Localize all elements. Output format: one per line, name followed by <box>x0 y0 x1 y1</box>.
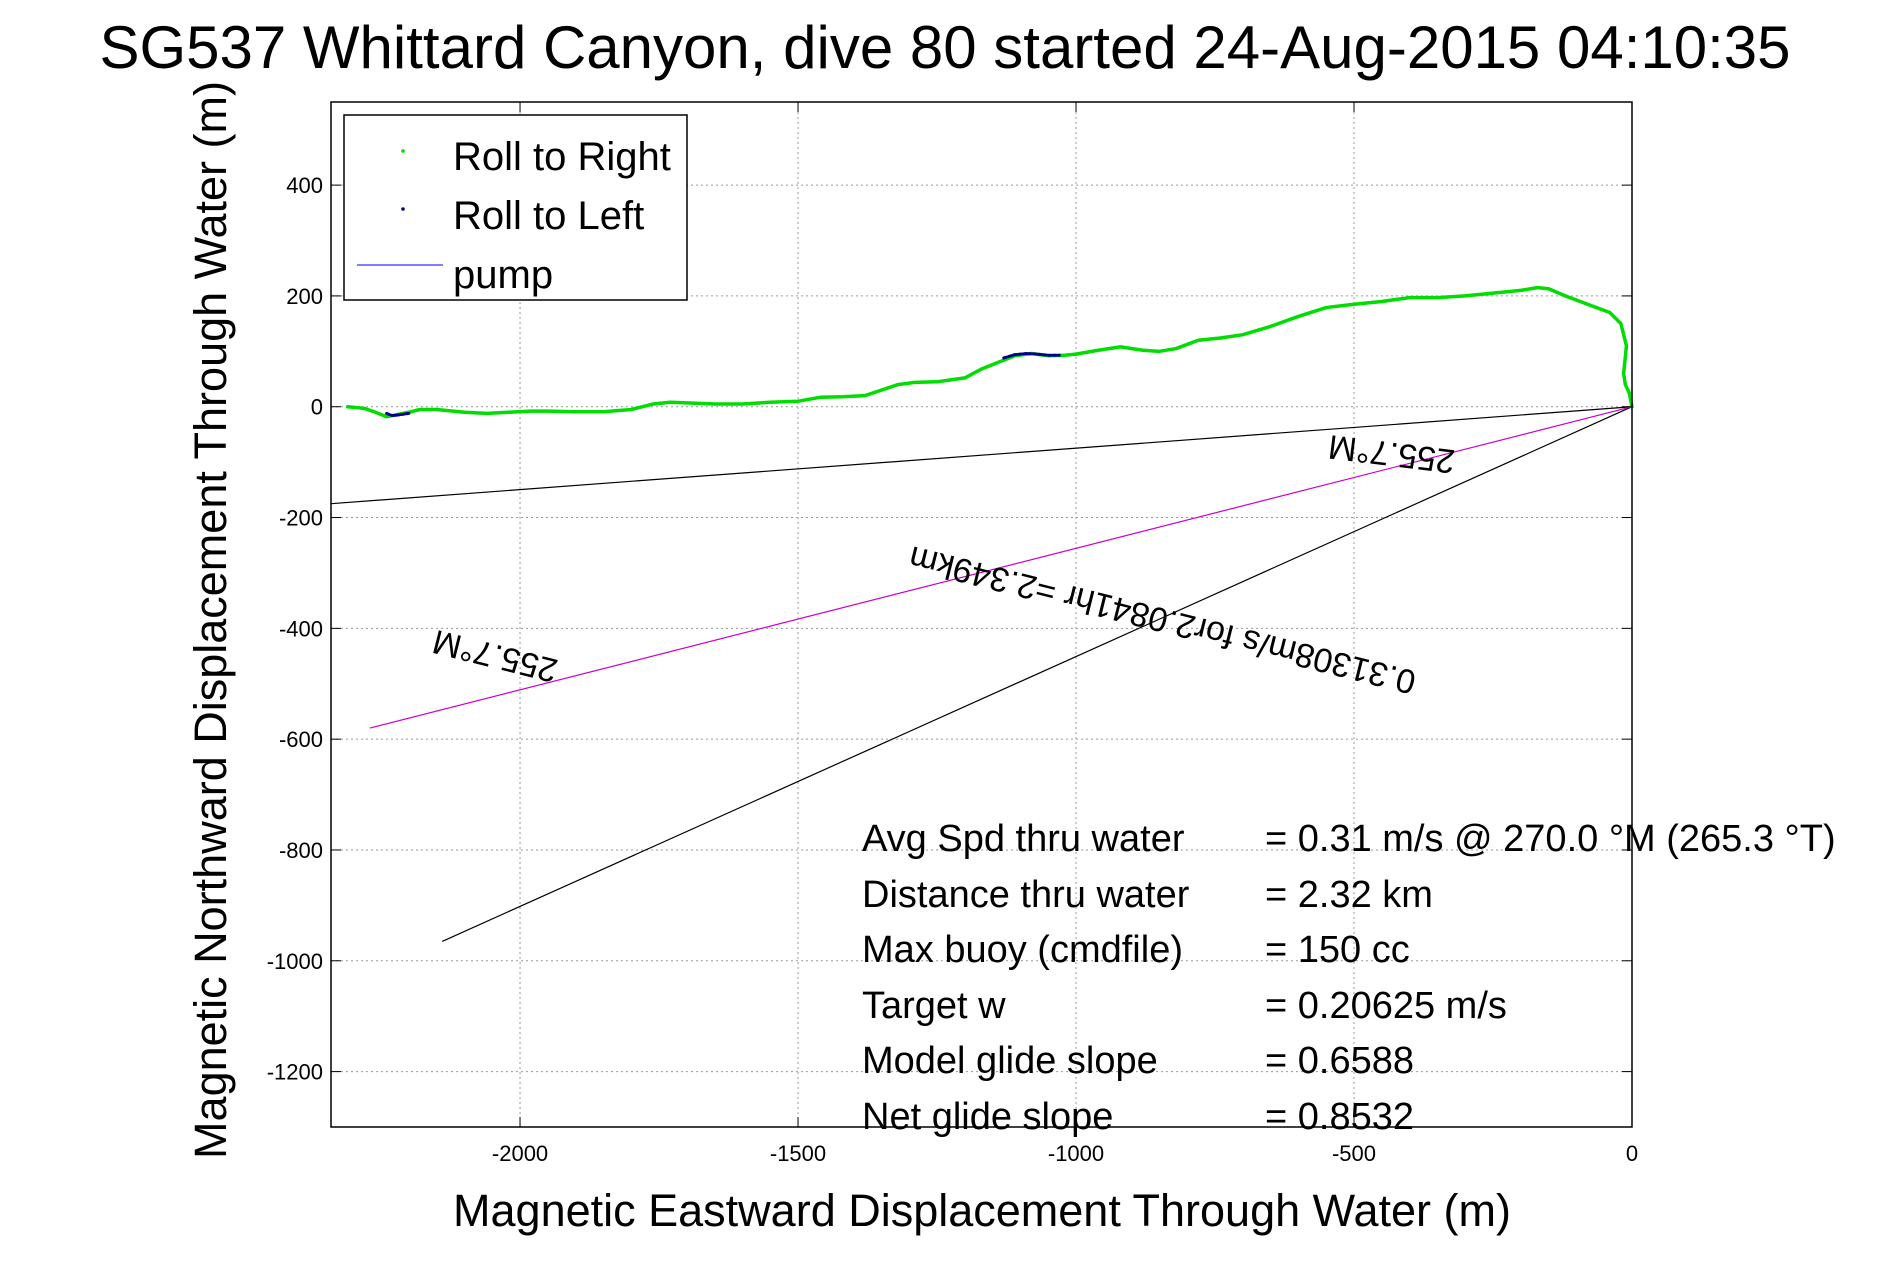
reference-line-1 <box>330 406 1633 505</box>
stat-label: Avg Spd thru water <box>862 818 1185 860</box>
legend-box <box>343 114 688 301</box>
x-axis-label: Magnetic Eastward Displacement Through W… <box>453 1185 1511 1236</box>
reference-lines <box>330 406 1633 942</box>
series-group <box>345 285 1634 419</box>
x-tick-label: -1000 <box>1048 1141 1104 1166</box>
heading-line <box>369 406 1633 729</box>
y-tick-label: -800 <box>279 838 323 863</box>
legend-label-pump: pump <box>453 253 553 297</box>
stat-label: Max buoy (cmdfile) <box>862 929 1183 971</box>
y-tick-label: -600 <box>279 727 323 752</box>
legend-marker-roll-left <box>401 207 405 211</box>
x-tick-label: -1500 <box>770 1141 826 1166</box>
x-ticks: -2000 -1500 -1000 -500 0 <box>492 102 1638 1166</box>
series-roll-left <box>1002 352 1061 360</box>
stat-label: Net glide slope <box>862 1096 1113 1138</box>
stat-value: = 150 cc <box>1265 929 1410 971</box>
y-axis-label: Magnetic Northward Displacement Through … <box>185 81 236 1159</box>
x-tick-label: -2000 <box>492 1141 548 1166</box>
x-tick-label: 0 <box>1626 1141 1638 1166</box>
y-tick-label: 400 <box>286 173 323 198</box>
stat-label: Model glide slope <box>862 1040 1158 1082</box>
stat-value: = 0.6588 <box>1265 1040 1414 1082</box>
y-tick-label: 200 <box>286 284 323 309</box>
stat-value: = 2.32 km <box>1265 874 1433 916</box>
stat-label: Distance thru water <box>862 874 1190 916</box>
y-tick-label: -1200 <box>267 1060 323 1085</box>
stat-value: = 0.20625 m/s <box>1265 985 1507 1027</box>
reference-line-2 <box>441 406 1633 942</box>
stat-value: = 0.8532 <box>1265 1096 1414 1138</box>
series-roll-left <box>385 411 411 418</box>
stats-block: Avg Spd thru water = 0.31 m/s @ 270.0 °M … <box>862 818 1836 1138</box>
y-tick-label: -200 <box>279 506 323 531</box>
chart-title: SG537 Whittard Canyon, dive 80 started 2… <box>99 14 1790 81</box>
legend: Roll to Right Roll to Left pump <box>343 114 688 301</box>
y-tick-label: -400 <box>279 616 323 641</box>
y-ticks: 400 200 0 -200 -400 -600 -800 -1000 -1200 <box>267 173 1632 1085</box>
x-tick-label: -500 <box>1332 1141 1376 1166</box>
stat-value: = 0.31 m/s @ 270.0 °M (265.3 °T) <box>1265 818 1836 860</box>
legend-label-roll-left: Roll to Left <box>453 194 644 238</box>
legend-label-roll-right: Roll to Right <box>453 135 671 179</box>
plot-frame <box>330 101 1633 1128</box>
y-tick-label: 0 <box>311 395 323 420</box>
legend-marker-roll-right <box>401 149 405 153</box>
y-tick-label: -1000 <box>267 949 323 974</box>
stat-label: Target w <box>862 985 1006 1027</box>
